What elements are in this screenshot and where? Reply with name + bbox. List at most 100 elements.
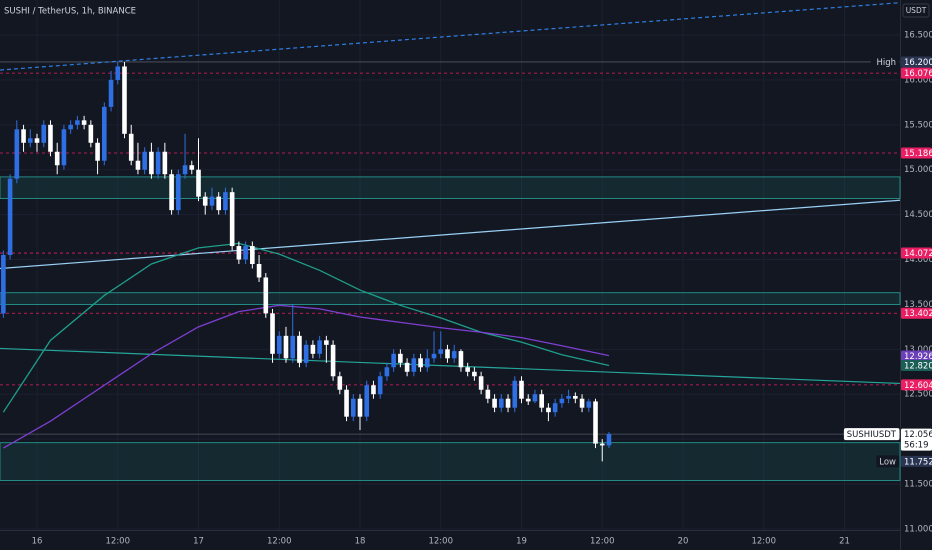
price-label-box (901, 455, 932, 467)
candle-body (108, 79, 114, 107)
candle-body (404, 362, 410, 372)
trend-line (0, 2, 901, 71)
x-tick-label: 18 (355, 537, 366, 547)
price-label-box (901, 307, 932, 319)
candle-body (391, 353, 396, 368)
candle-body (364, 385, 370, 417)
x-tick-label: 21 (839, 537, 850, 547)
candle-body (196, 169, 201, 197)
price-label: 16.200 (904, 58, 932, 68)
candle-body (122, 66, 127, 134)
candle-body (566, 396, 571, 399)
candle-body (61, 129, 67, 166)
x-tick-label: 12:00 (590, 537, 615, 547)
price-label-tag: Low (879, 457, 896, 467)
candle-body (492, 398, 497, 408)
candle-body (330, 344, 336, 377)
moving-average (2, 242, 610, 413)
x-tick-label: 12:00 (428, 537, 453, 547)
candle-body (586, 401, 592, 408)
x-tick-label: 19 (516, 537, 527, 547)
price-label-tag-box (843, 428, 900, 441)
trend-line (0, 199, 901, 270)
moving-average (3, 304, 610, 449)
y-tick-label: 15.000 (904, 165, 932, 175)
candle-body (229, 192, 235, 247)
currency-box (902, 3, 930, 18)
candle-body (243, 246, 248, 260)
candle-body (142, 151, 147, 170)
candle-body (95, 142, 100, 161)
y-tick-label: 16.500 (904, 31, 932, 41)
x-tick-label: 12:00 (751, 537, 776, 547)
candle-body (573, 396, 578, 399)
price-label-box (901, 147, 932, 159)
candle-body (27, 138, 33, 143)
candle-body (599, 443, 605, 446)
candle-body (41, 124, 47, 143)
candle-body (1, 255, 6, 314)
candle-body (505, 398, 511, 408)
candle-body (182, 165, 188, 175)
candle-body (48, 124, 53, 152)
price-label-tag-box (870, 55, 900, 68)
candle-body (209, 196, 215, 206)
candle-body (519, 380, 524, 399)
candle-body (202, 196, 208, 206)
candle-body (411, 358, 417, 372)
candle-body (552, 403, 558, 413)
candle-body (81, 120, 87, 125)
x-tick-label: 17 (193, 537, 204, 547)
candle-body (236, 246, 242, 260)
candle-body (337, 376, 343, 390)
price-label-box (901, 247, 932, 259)
candle-body (223, 192, 228, 211)
y-tick-label: 12.500 (904, 390, 932, 400)
price-label-box (901, 359, 932, 371)
y-tick-label: 13.500 (904, 300, 932, 310)
candle-body (283, 335, 289, 359)
candle-body (559, 398, 565, 404)
candle-body (485, 389, 491, 399)
price-label-box (901, 56, 932, 68)
candle-body (357, 398, 363, 417)
candle-body (539, 394, 544, 408)
candle-body (169, 174, 174, 211)
candle-body (88, 124, 94, 143)
x-tick-label: 12:00 (106, 537, 131, 547)
price-label-tag: High (876, 58, 896, 68)
candle-body (297, 335, 302, 363)
x-tick-label: 20 (678, 537, 689, 547)
candle-body (579, 398, 585, 408)
candle-body (451, 351, 457, 359)
candle-body (135, 160, 141, 170)
zone (0, 442, 901, 481)
candle-body (499, 398, 504, 408)
candle-body (216, 196, 221, 211)
candle-body (54, 151, 60, 166)
candle-body (34, 138, 40, 143)
candle-body (377, 376, 383, 395)
candle-body (155, 151, 161, 175)
candle-body (176, 174, 181, 211)
candle-body (270, 313, 275, 354)
y-tick-label: 15.500 (904, 120, 932, 130)
candle-body (593, 401, 598, 444)
zone (0, 292, 901, 305)
x-tick-label: 12:00 (267, 537, 292, 547)
candle-body (438, 349, 444, 354)
candle-body (75, 120, 80, 125)
candle-body (445, 349, 450, 359)
candle-body (115, 66, 121, 80)
candle-body (398, 353, 403, 363)
candle-body (418, 358, 423, 368)
candle-body (189, 165, 195, 170)
candle-body (128, 133, 134, 161)
candle-body (478, 376, 484, 390)
x-tick-label: 16 (32, 537, 43, 547)
candle-body (472, 371, 477, 377)
candle-body (303, 344, 309, 363)
candle-body (256, 264, 262, 278)
candle-body (525, 398, 531, 402)
